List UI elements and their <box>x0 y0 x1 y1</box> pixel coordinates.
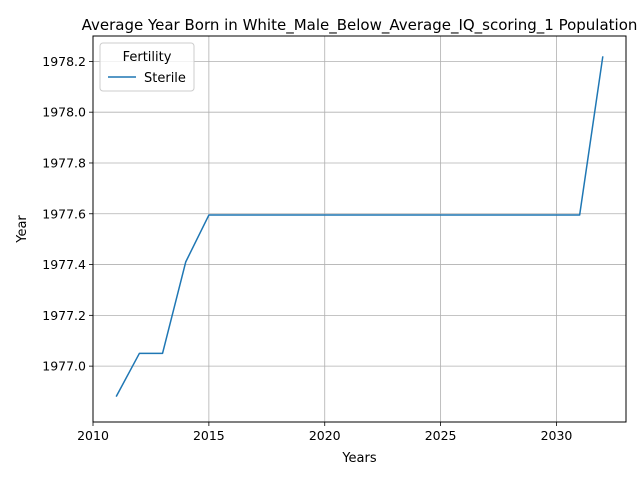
series-layer <box>115 56 604 397</box>
legend: Fertility Sterile <box>99 42 195 92</box>
series-line-sterile <box>115 56 604 397</box>
y-tick-label: 1977.2 <box>42 308 86 323</box>
x-tick-label: 2015 <box>193 428 225 443</box>
x-tick-label: 2030 <box>541 428 573 443</box>
x-axis-label: Years <box>341 451 377 466</box>
chart-title: Average Year Born in White_Male_Below_Av… <box>82 16 638 35</box>
legend-title: Fertility <box>123 50 172 65</box>
plot-frame <box>92 35 627 423</box>
y-tick-label: 1978.2 <box>42 54 86 69</box>
tick-layer: 2010 2015 2020 2025 2030 1977.0 1977.2 1977.4 19… <box>42 54 572 443</box>
grid-layer <box>92 36 626 422</box>
y-axis-label: Year <box>15 215 30 244</box>
x-tick-label: 2020 <box>309 428 341 443</box>
y-tick-label: 1977.6 <box>42 206 86 221</box>
y-tick-label: 1977.0 <box>42 359 86 374</box>
legend-label-sterile: Sterile <box>144 71 186 86</box>
y-tick-label: 1978.0 <box>42 105 86 120</box>
y-tick-label: 1977.8 <box>42 155 86 170</box>
x-tick-label: 2010 <box>77 428 109 443</box>
y-tick-label: 1977.4 <box>42 257 86 272</box>
x-tick-label: 2025 <box>425 428 457 443</box>
legend-box <box>99 42 195 92</box>
